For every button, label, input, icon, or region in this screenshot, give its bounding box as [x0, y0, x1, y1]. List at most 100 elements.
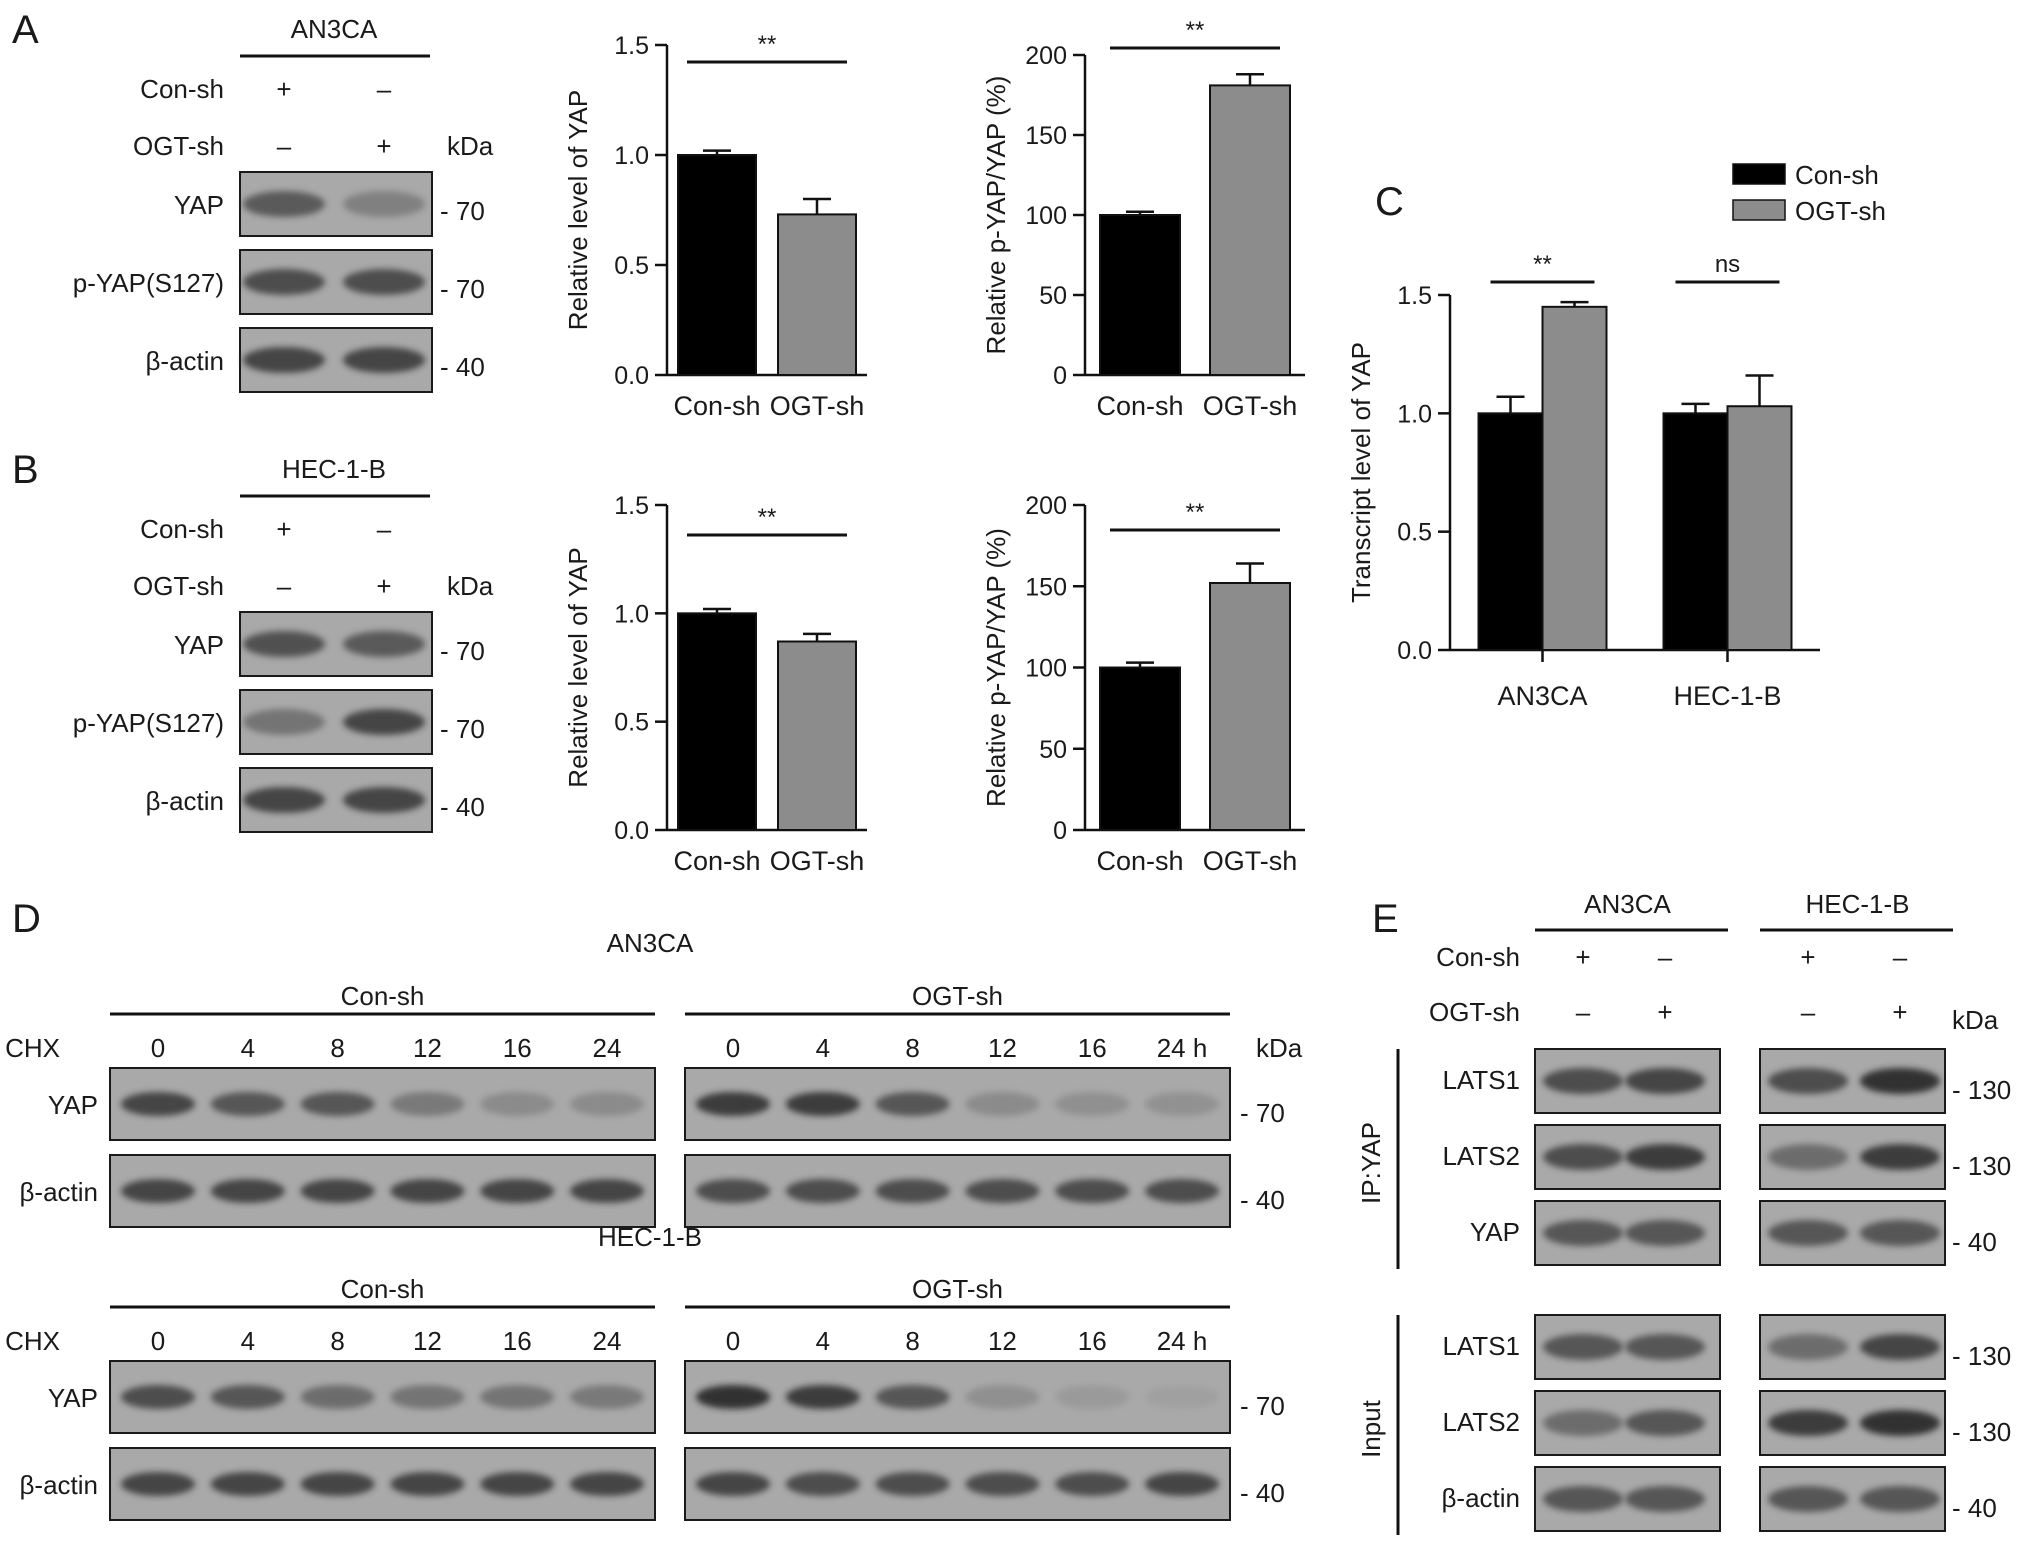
- arm-label: Con-sh: [341, 981, 425, 1011]
- y-tick-label: 1.5: [614, 492, 649, 520]
- y-tick-label: 0.0: [1397, 637, 1432, 665]
- treatment-label: CHX: [5, 1033, 60, 1063]
- chase-blot: [109, 1360, 656, 1434]
- panel-letter: C: [1375, 180, 1404, 224]
- blot-band: [1768, 1334, 1848, 1360]
- blot-band: [696, 1092, 770, 1116]
- blot-band: [210, 1472, 285, 1496]
- bar: [777, 213, 857, 376]
- mw-marker: - 40: [1240, 1185, 1285, 1215]
- x-tick-label: Con-sh: [673, 391, 760, 421]
- y-tick-label: 0: [1053, 362, 1067, 390]
- panel-d: D AN3CA Con-sh 0 4 8 12 16 24 OGT-sh 0 4 8 12 16 24 h CH…: [5, 897, 1303, 1521]
- condition-sign: –: [377, 74, 392, 104]
- blot-band: [480, 1385, 555, 1409]
- condition-sign: –: [1658, 942, 1673, 972]
- mw-marker: - 70: [1240, 1098, 1285, 1128]
- x-tick-label: OGT-sh: [1203, 391, 1298, 421]
- significance-mark: ns: [1715, 251, 1740, 278]
- blot-band: [875, 1092, 950, 1116]
- blot-band: [480, 1092, 555, 1116]
- blot-band: [1543, 1486, 1623, 1512]
- time-label: 8: [330, 1326, 344, 1356]
- y-tick-label: 0.0: [614, 362, 649, 390]
- condition-sign: +: [1657, 997, 1672, 1027]
- bar: [1099, 214, 1181, 376]
- time-label: 4: [816, 1326, 830, 1356]
- significance-mark: **: [1186, 17, 1205, 44]
- panel-c-legend: C Con-sh OGT-sh: [1375, 160, 1886, 226]
- mw-marker: - 40: [1952, 1493, 1997, 1523]
- mw-marker: - 130: [1952, 1151, 2011, 1181]
- condition-sign: +: [376, 131, 391, 161]
- bar: [1726, 405, 1793, 651]
- condition-sign: +: [276, 514, 291, 544]
- condition-sign: +: [1892, 997, 1907, 1027]
- blot-label: YAP: [174, 190, 224, 220]
- y-tick-label: 200: [1025, 42, 1067, 70]
- time-label: 4: [241, 1326, 255, 1356]
- cell-line-label: HEC-1-B: [1805, 889, 1909, 919]
- blot-band: [243, 269, 325, 295]
- y-tick-label: 100: [1025, 202, 1067, 230]
- time-label: 16: [1078, 1033, 1107, 1063]
- significance-mark: **: [1533, 251, 1552, 278]
- mw-marker: - 40: [440, 352, 485, 382]
- blot-band: [1625, 1486, 1705, 1512]
- blot-band: [300, 1092, 375, 1116]
- chart-B-yap: 0.0 0.5 1.0 1.5 Relative level of YAP Con-sh O…: [563, 492, 867, 876]
- chase-blot: [684, 1067, 1231, 1141]
- blot-band: [210, 1179, 285, 1203]
- condition-sign: +: [276, 74, 291, 104]
- chase-blot: [684, 1360, 1231, 1434]
- blot-label: β-actin: [19, 1177, 98, 1207]
- x-tick-label: OGT-sh: [770, 846, 865, 876]
- panel-letter: A: [12, 8, 39, 52]
- blot-band: [1145, 1092, 1219, 1116]
- x-tick-label: HEC-1-B: [1673, 681, 1781, 711]
- kda-label: kDa: [1256, 1033, 1303, 1063]
- blot-band: [1860, 1144, 1940, 1170]
- time-label: 12: [988, 1033, 1017, 1063]
- y-tick-label: 1.0: [614, 142, 649, 170]
- blot-band: [1625, 1220, 1705, 1246]
- blot-band: [343, 787, 425, 813]
- blot-band: [343, 347, 425, 373]
- blot-band: [210, 1385, 285, 1409]
- y-tick-label: 200: [1025, 492, 1067, 520]
- blot-band: [480, 1179, 555, 1203]
- x-tick-label: AN3CA: [1497, 681, 1587, 711]
- y-tick-label: 0.5: [614, 252, 649, 280]
- condition-label: Con-sh: [140, 514, 224, 544]
- y-tick-label: 0.5: [614, 709, 649, 737]
- y-tick-label: 50: [1039, 736, 1067, 764]
- chase-blot: [684, 1154, 1231, 1228]
- blot-label: YAP: [48, 1383, 98, 1413]
- blot-band: [243, 709, 325, 735]
- section-label: IP:YAP: [1356, 1122, 1386, 1204]
- time-label: 12: [988, 1326, 1017, 1356]
- condition-sign: –: [1893, 942, 1908, 972]
- blot-band: [121, 1472, 195, 1496]
- blot-band: [570, 1179, 644, 1203]
- chase-blot: [109, 1067, 656, 1141]
- blot-band: [1543, 1220, 1623, 1246]
- bar: [1209, 84, 1291, 377]
- chart-A-yap: 0.0 0.5 1.0 1.5 Relative level of YAP Con-sh O…: [563, 31, 867, 421]
- blot-label: YAP: [174, 630, 224, 660]
- chase-blot: [109, 1154, 656, 1228]
- panel-letter: E: [1372, 897, 1399, 941]
- blot-band: [965, 1179, 1040, 1203]
- blot-band: [243, 631, 325, 657]
- y-tick-label: 150: [1025, 573, 1067, 601]
- condition-sign: –: [1801, 997, 1816, 1027]
- condition-sign: –: [1576, 997, 1591, 1027]
- blot-band: [121, 1385, 195, 1409]
- x-tick-label: OGT-sh: [770, 391, 865, 421]
- blot-band: [1145, 1385, 1219, 1409]
- blot-band: [1768, 1486, 1848, 1512]
- blot-band: [390, 1472, 465, 1496]
- blot-band: [210, 1092, 285, 1116]
- kda-label: kDa: [447, 131, 494, 161]
